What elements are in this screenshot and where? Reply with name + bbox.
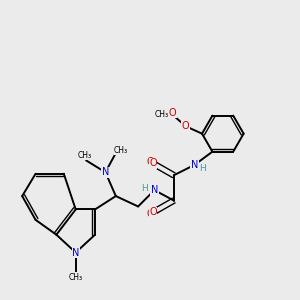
Text: H: H (200, 164, 206, 173)
Text: H: H (199, 163, 206, 172)
Text: CH₃: CH₃ (154, 110, 168, 119)
Text: O: O (147, 157, 154, 167)
Text: H: H (142, 184, 149, 193)
Text: CH₃: CH₃ (114, 146, 128, 154)
Text: O: O (182, 121, 190, 131)
Text: N: N (191, 160, 198, 170)
Text: N: N (151, 185, 158, 195)
Text: O: O (149, 207, 157, 218)
Text: N: N (102, 167, 109, 177)
Text: O: O (169, 108, 176, 118)
Text: O: O (149, 158, 157, 168)
Text: N: N (72, 248, 80, 257)
Text: CH₃: CH₃ (77, 151, 92, 160)
Text: O: O (182, 121, 190, 131)
Text: CH₃: CH₃ (69, 273, 83, 282)
Text: O: O (147, 209, 154, 219)
Text: H: H (142, 184, 148, 193)
